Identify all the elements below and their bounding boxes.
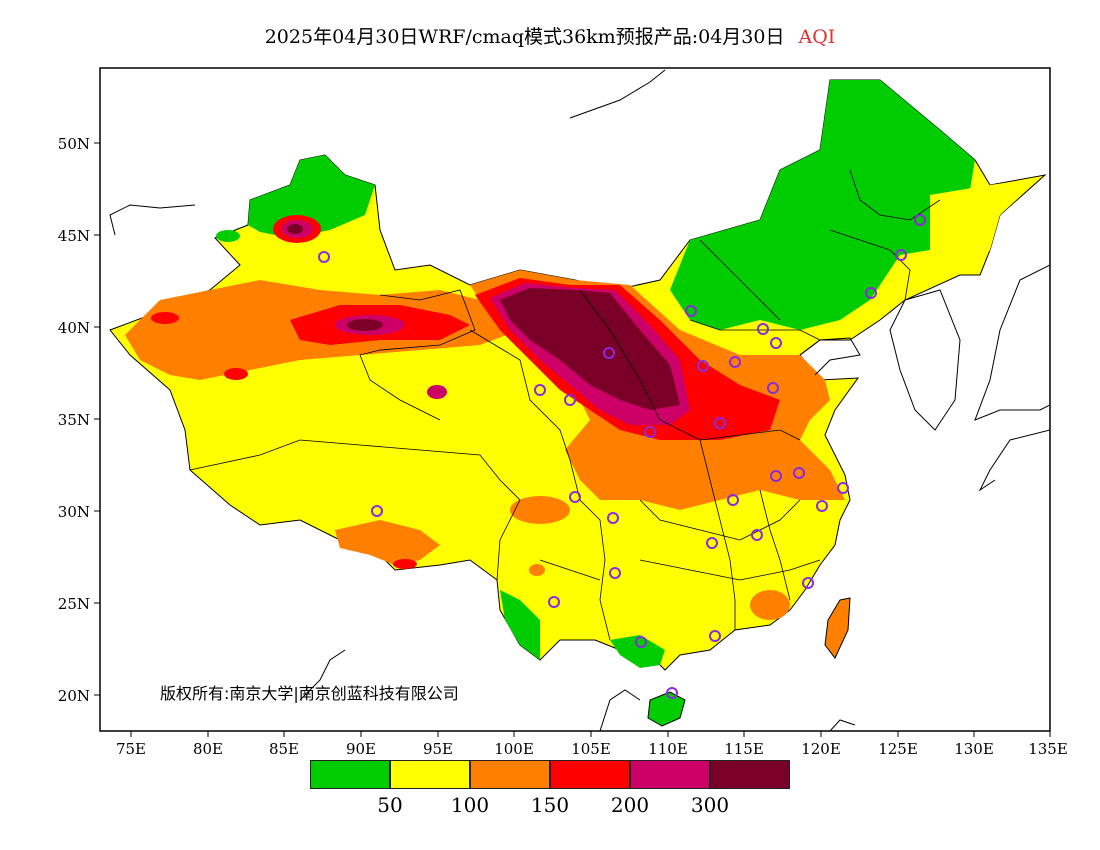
y-tick-label: 25N — [58, 595, 90, 613]
region-magenta-tibet — [427, 385, 447, 399]
legend-swatch — [310, 760, 390, 789]
region-orange-sichuan — [510, 496, 570, 524]
title-variable: AQI — [798, 26, 836, 48]
coastline-bohai — [799, 337, 861, 376]
map-fill-layers — [109, 69, 1050, 731]
region-taiwan — [824, 597, 851, 659]
region-green-northeast — [670, 80, 975, 330]
province-boundaries — [189, 169, 941, 641]
x-tick-label: 135E — [1028, 740, 1068, 758]
legend-labels: 50 100 150 200 300 — [310, 793, 790, 817]
legend-swatch — [710, 760, 790, 789]
y-tick-label: 30N — [58, 503, 90, 521]
x-tick-label: 75E — [116, 740, 146, 758]
map-title: 2025年04月30日WRF/cmaq模式36km预报产品:04月30日 AQI — [0, 22, 1100, 49]
x-tick-label: 130E — [954, 740, 994, 758]
copyright-notice: 版权所有:南京大学|南京创蓝科技有限公司 — [160, 684, 459, 703]
x-tick-label: 115E — [724, 740, 764, 758]
region-red-small-1 — [151, 312, 179, 324]
title-main: 2025年04月30日WRF/cmaq模式36km预报产品:04月30日 — [264, 26, 785, 48]
x-tick-label: 90E — [346, 740, 376, 758]
x-tick-label: 105E — [571, 740, 611, 758]
region-darkred-west — [347, 319, 383, 331]
x-tick-label: 125E — [878, 740, 918, 758]
x-tick-label: 110E — [648, 740, 688, 758]
region-hainan — [647, 691, 686, 727]
region-yellow-northeast-patch — [930, 178, 1040, 270]
plot-border — [99, 67, 1051, 732]
region-green-small — [216, 230, 240, 242]
legend-label: 150 — [530, 793, 570, 817]
station-markers — [318, 214, 926, 699]
y-tick-label: 50N — [58, 135, 90, 153]
y-axis — [94, 142, 100, 696]
region-orange-yunnan — [529, 564, 545, 576]
y-tick-label: 35N — [58, 411, 90, 429]
x-tick-labels: 75E 80E 85E 90E 95E 100E 105E 110E 115E … — [116, 740, 1068, 758]
x-tick-label: 80E — [193, 740, 223, 758]
y-tick-labels: 50N 45N 40N 35N 30N 25N 20N — [58, 135, 90, 705]
x-tick-label: 85E — [269, 740, 299, 758]
region-darkred-central — [500, 288, 680, 410]
legend-swatch — [630, 760, 710, 789]
region-darkred-hotspot — [287, 224, 303, 234]
coastline-russia-north — [109, 69, 666, 236]
y-tick-label: 45N — [58, 227, 90, 245]
legend-label: 200 — [610, 793, 650, 817]
legend-swatch — [390, 760, 470, 789]
coastline-korea — [889, 289, 961, 431]
legend-label: 100 — [450, 793, 490, 817]
x-tick-label: 120E — [801, 740, 841, 758]
region-orange-east-coast — [750, 590, 790, 620]
region-red-small-2 — [224, 368, 248, 380]
region-orange-southwest — [335, 520, 440, 565]
region-green-guangxi — [610, 635, 665, 668]
region-green-xinjiang — [248, 155, 375, 238]
x-tick-label: 95E — [423, 740, 453, 758]
legend-swatch — [470, 760, 550, 789]
region-green-south — [500, 590, 540, 660]
color-legend — [310, 760, 790, 791]
legend-swatch — [550, 760, 630, 789]
coastline-southeast-asia — [299, 649, 856, 731]
x-axis — [130, 731, 1051, 737]
region-red-southwest — [393, 559, 417, 569]
legend-label: 300 — [690, 793, 730, 817]
x-tick-label: 100E — [494, 740, 534, 758]
y-tick-label: 20N — [58, 687, 90, 705]
y-tick-label: 40N — [58, 319, 90, 337]
coastline-japan — [974, 264, 1050, 492]
legend-label: 50 — [377, 793, 403, 817]
